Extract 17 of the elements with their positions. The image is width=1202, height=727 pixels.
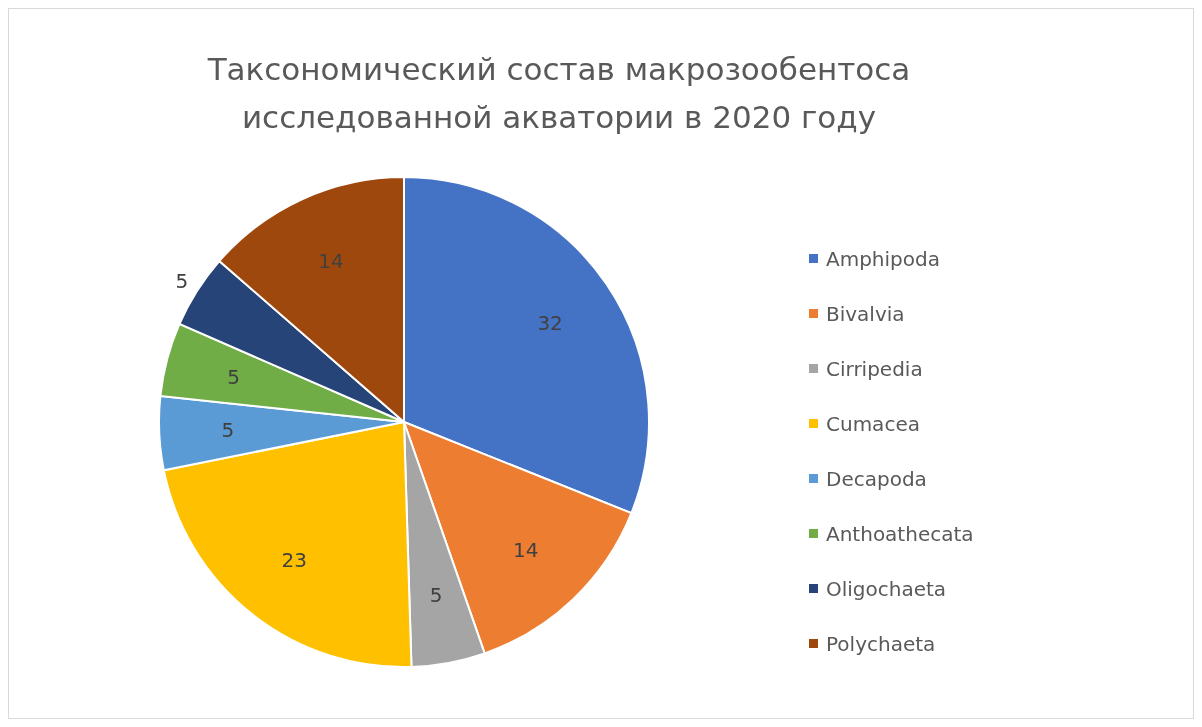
data-label: 14 — [318, 249, 344, 274]
data-label: 23 — [281, 548, 308, 573]
data-label: 32 — [537, 311, 563, 336]
legend-label: Cumacea — [826, 411, 920, 436]
legend-label: Amphipoda — [826, 246, 940, 271]
legend-label: Polychaeta — [826, 631, 936, 656]
data-label: 5 — [429, 583, 443, 608]
chart-title: Таксономический состав макрозообентоса исследованной акватории в 2020 году — [206, 50, 912, 137]
legend-label: Cirripedia — [826, 356, 923, 381]
data-label: 5 — [227, 364, 240, 389]
data-label: 5 — [175, 269, 189, 294]
legend-label: Anthoathecata — [826, 521, 974, 546]
data-label: 5 — [221, 418, 235, 443]
data-label: 14 — [513, 537, 539, 562]
legend-label: Decapoda — [826, 466, 927, 491]
legend-label: Bivalvia — [826, 301, 905, 326]
legend-label: Oligochaeta — [826, 576, 947, 601]
